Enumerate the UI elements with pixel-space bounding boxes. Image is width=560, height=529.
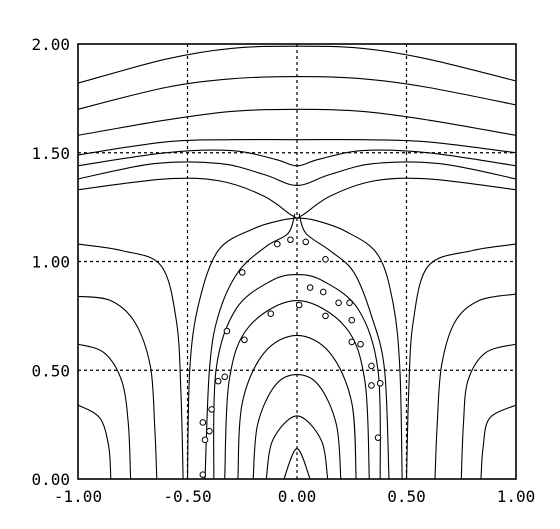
data-point-marker: [335, 299, 342, 307]
data-point-marker: [273, 240, 281, 248]
data-point-marker: [267, 310, 275, 318]
y-axis-tick-labels: 0.00 0.50 1.00 1.50 2.00: [31, 35, 70, 489]
data-point-marker: [306, 284, 314, 291]
y-tick-label: 0.50: [31, 361, 70, 380]
x-tick-label: -1.00: [54, 487, 102, 506]
contour-line: [77, 243, 184, 480]
contour-line: [224, 300, 370, 480]
data-point-marker: [322, 256, 329, 263]
data-point-marker: [348, 316, 356, 324]
x-tick-label: -0.50: [163, 487, 211, 506]
data-point-marker: [357, 340, 364, 348]
contour-line: [460, 343, 517, 480]
data-point-marker: [348, 338, 356, 346]
data-point-marker: [214, 377, 222, 385]
contour-line: [434, 293, 517, 480]
data-point-marker: [368, 362, 375, 370]
x-tick-label: 0.00: [278, 487, 317, 506]
contour-line: [186, 217, 298, 480]
data-point-marker: [199, 419, 207, 426]
data-point-marker: [238, 269, 246, 276]
contour-line: [77, 295, 158, 480]
data-point-marker: [346, 299, 353, 307]
data-point-marker: [376, 380, 384, 387]
y-tick-label: 1.00: [31, 253, 70, 272]
contour-line: [77, 343, 132, 480]
data-point-marker: [368, 382, 375, 389]
contour-line: [204, 213, 296, 480]
data-point-marker: [241, 336, 248, 344]
contour-line: [480, 404, 517, 480]
contour-line: [77, 108, 517, 136]
data-point-marker: [302, 238, 310, 246]
y-tick-label: 2.00: [31, 35, 70, 54]
data-point-marker: [223, 327, 231, 335]
contour-line: [237, 334, 357, 480]
data-point-marker: [199, 471, 207, 478]
contour-line: [77, 161, 517, 186]
contour-line: [265, 415, 329, 480]
contour-line: [252, 374, 342, 480]
y-tick-label: 1.50: [31, 144, 70, 163]
contour-line: [77, 138, 517, 156]
data-point-marker: [374, 434, 382, 441]
x-tick-label: 0.50: [387, 487, 426, 506]
contour-line: [296, 217, 403, 480]
contour-line: [298, 213, 390, 480]
contour-line: [405, 243, 517, 480]
plot-frame: [77, 43, 517, 480]
contour-line: [213, 274, 381, 480]
contour-line: [77, 45, 517, 84]
data-point-marker: [208, 406, 215, 413]
data-point-marker: [206, 427, 213, 435]
x-axis-tick-labels: -1.00 -0.50 0.00 0.50 1.00: [54, 487, 535, 506]
contour-line: [77, 404, 112, 480]
data-point-marker: [322, 312, 329, 320]
contour-line: [77, 149, 517, 167]
x-tick-label: 1.00: [497, 487, 536, 506]
data-point-marker: [201, 436, 209, 444]
data-point-marker: [287, 236, 294, 244]
contour-lines: [77, 45, 517, 480]
data-markers: [199, 236, 384, 478]
data-point-marker: [221, 373, 229, 381]
data-point-marker: [295, 301, 303, 309]
y-tick-label: 0.00: [31, 470, 70, 489]
contour-line: [77, 76, 517, 110]
contour-line: [283, 448, 311, 480]
data-point-marker: [319, 288, 327, 296]
